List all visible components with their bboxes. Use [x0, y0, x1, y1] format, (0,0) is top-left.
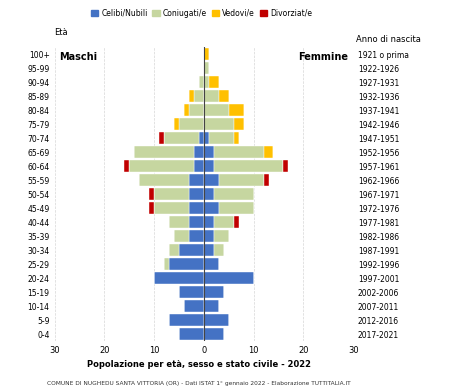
Bar: [164, 258, 169, 270]
Bar: [154, 189, 189, 200]
Bar: [214, 245, 224, 256]
Text: Popolazione per età, sesso e stato civile - 2022: Popolazione per età, sesso e stato civil…: [87, 359, 311, 368]
Bar: [209, 132, 234, 143]
Bar: [179, 118, 204, 130]
Bar: [164, 132, 199, 143]
Bar: [179, 328, 204, 339]
Bar: [219, 91, 228, 102]
Bar: [204, 216, 214, 228]
Bar: [204, 314, 228, 326]
Bar: [204, 104, 228, 116]
Bar: [204, 132, 209, 143]
Bar: [204, 118, 234, 130]
Bar: [234, 118, 244, 130]
Bar: [189, 174, 204, 186]
Bar: [149, 189, 154, 200]
Bar: [204, 258, 219, 270]
Bar: [199, 76, 204, 88]
Bar: [204, 174, 219, 186]
Bar: [189, 202, 204, 214]
Bar: [204, 49, 209, 60]
Bar: [283, 160, 288, 172]
Text: Femmine: Femmine: [298, 52, 348, 62]
Bar: [214, 230, 228, 241]
Bar: [204, 147, 214, 158]
Bar: [159, 132, 164, 143]
Bar: [204, 230, 214, 241]
Bar: [219, 174, 264, 186]
Text: Anno di nascita: Anno di nascita: [356, 34, 421, 44]
Bar: [149, 202, 154, 214]
Bar: [264, 147, 273, 158]
Bar: [204, 272, 254, 284]
Bar: [139, 174, 189, 186]
Bar: [204, 160, 214, 172]
Bar: [169, 245, 179, 256]
Bar: [134, 147, 194, 158]
Bar: [194, 160, 204, 172]
Bar: [204, 76, 209, 88]
Bar: [219, 202, 254, 214]
Bar: [214, 189, 254, 200]
Bar: [214, 160, 283, 172]
Bar: [204, 300, 219, 312]
Bar: [228, 104, 244, 116]
Bar: [154, 272, 204, 284]
Bar: [204, 245, 214, 256]
Bar: [174, 118, 179, 130]
Bar: [204, 202, 219, 214]
Bar: [184, 300, 204, 312]
Bar: [194, 91, 204, 102]
Bar: [204, 328, 224, 339]
Text: Età: Età: [55, 28, 68, 37]
Bar: [264, 174, 268, 186]
Bar: [199, 132, 204, 143]
Bar: [209, 76, 219, 88]
Text: COMUNE DI NUGHEDU SANTA VITTORIA (OR) - Dati ISTAT 1° gennaio 2022 - Elaborazion: COMUNE DI NUGHEDU SANTA VITTORIA (OR) - …: [47, 381, 351, 386]
Bar: [234, 216, 238, 228]
Bar: [214, 216, 234, 228]
Bar: [184, 104, 189, 116]
Bar: [169, 258, 204, 270]
Bar: [189, 104, 204, 116]
Bar: [129, 160, 194, 172]
Bar: [189, 230, 204, 241]
Bar: [204, 189, 214, 200]
Bar: [204, 91, 219, 102]
Bar: [124, 160, 129, 172]
Bar: [234, 132, 238, 143]
Bar: [189, 216, 204, 228]
Bar: [204, 62, 209, 74]
Bar: [189, 189, 204, 200]
Bar: [179, 245, 204, 256]
Bar: [194, 147, 204, 158]
Bar: [169, 216, 189, 228]
Legend: Celibi/Nubili, Coniugati/e, Vedovi/e, Divorziat/e: Celibi/Nubili, Coniugati/e, Vedovi/e, Di…: [88, 6, 315, 21]
Bar: [204, 287, 224, 298]
Bar: [169, 314, 204, 326]
Text: Maschi: Maschi: [59, 52, 98, 62]
Bar: [179, 287, 204, 298]
Bar: [214, 147, 264, 158]
Bar: [189, 91, 194, 102]
Bar: [174, 230, 189, 241]
Bar: [154, 202, 189, 214]
